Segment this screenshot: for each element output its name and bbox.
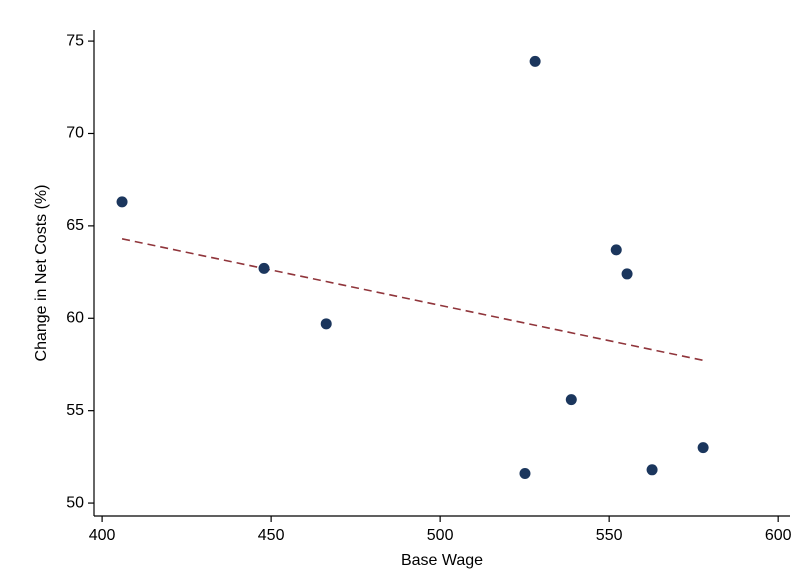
point — [116, 196, 128, 208]
fit-line — [121, 238, 706, 362]
y-tick-label: 60 — [66, 309, 84, 326]
x-tick-label: 550 — [596, 527, 623, 544]
y-tick-label: 70 — [66, 125, 84, 142]
y-axis-label: Change in Net Costs (%) — [33, 185, 50, 362]
x-tick-label: 600 — [765, 527, 792, 544]
point — [258, 262, 270, 274]
y-tick-label: 75 — [66, 32, 84, 49]
x-axis-label: Base Wage — [401, 552, 483, 569]
y-tick-label: 65 — [66, 217, 84, 234]
point — [646, 464, 658, 476]
point — [519, 467, 531, 479]
x-tick-label: 500 — [427, 527, 454, 544]
y-tick-label: 55 — [66, 402, 84, 419]
point — [529, 55, 541, 67]
point — [320, 318, 332, 330]
point — [610, 244, 622, 256]
point — [565, 394, 577, 406]
x-tick-label: 400 — [89, 527, 116, 544]
x-tick-label: 450 — [258, 527, 285, 544]
point — [621, 268, 633, 280]
y-tick-label: 50 — [66, 494, 84, 511]
point — [697, 442, 709, 454]
